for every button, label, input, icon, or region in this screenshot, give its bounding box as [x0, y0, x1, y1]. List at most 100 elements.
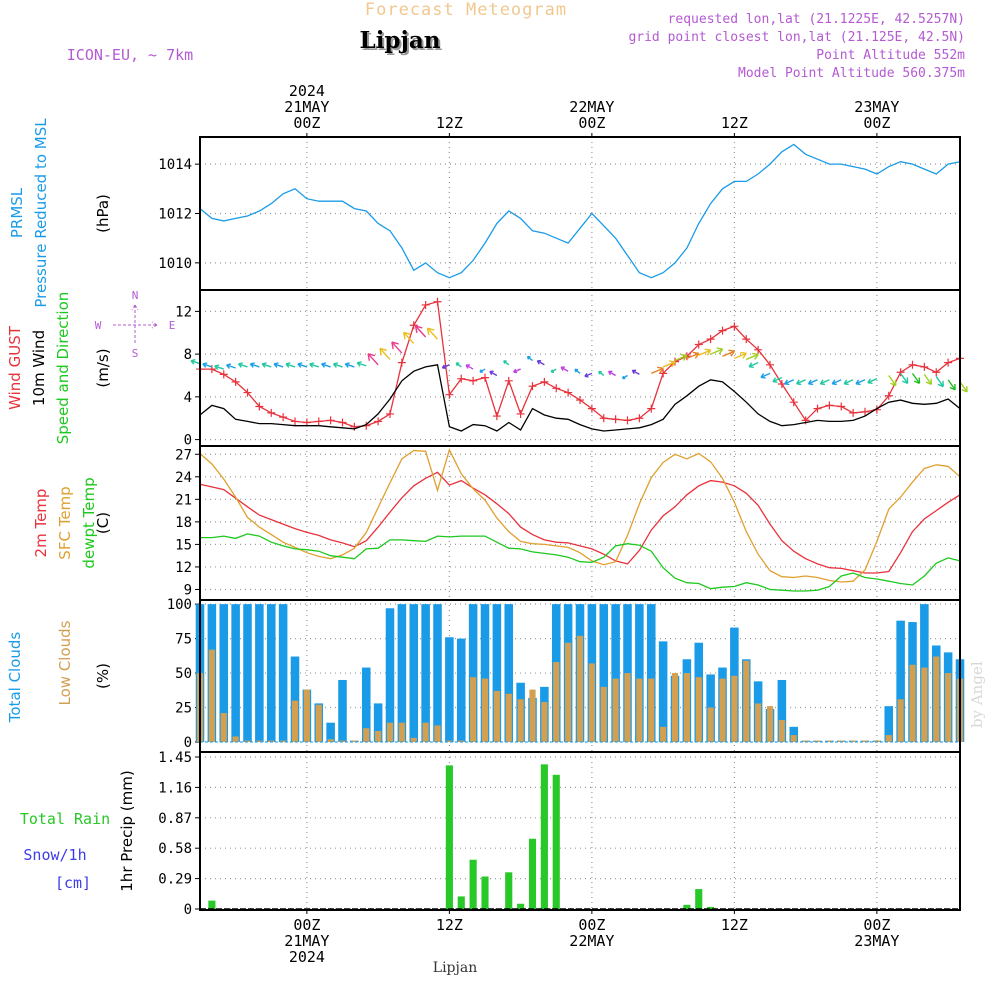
low-cloud-bar	[588, 663, 595, 742]
wind-direction-arrow	[190, 360, 201, 365]
total-cloud-bar	[480, 604, 490, 742]
wind-direction-arrow	[796, 379, 806, 385]
top-axis-label: 00Z	[293, 114, 320, 132]
gust-marker	[766, 360, 774, 369]
wind-direction-arrow	[379, 347, 387, 352]
total-cloud-bar	[646, 604, 656, 742]
low-cloud-bar	[315, 704, 322, 742]
low-cloud-bar	[220, 713, 227, 742]
low-cloud-bar	[553, 662, 560, 742]
gust-marker	[635, 414, 644, 423]
compass-east: E	[169, 319, 176, 332]
gust-marker	[457, 374, 466, 383]
total-cloud-bar	[777, 679, 787, 742]
wind-direction-arrow	[913, 380, 920, 384]
wind-direction-arrow	[261, 363, 266, 368]
compass-south: S	[132, 347, 139, 360]
low-cloud-bar	[719, 678, 726, 742]
low-cloud-bar	[933, 656, 940, 742]
low-cloud-bar	[493, 690, 500, 742]
wind-direction-arrow	[226, 364, 236, 369]
wind-direction-arrow	[262, 363, 272, 368]
wind-direction-arrow	[367, 353, 376, 357]
gust-marker	[944, 358, 953, 367]
y-tick-label: 1.45	[158, 750, 192, 766]
meteogram-title: Forecast Meteogram	[365, 0, 567, 20]
wind-direction-arrow	[710, 348, 723, 355]
wind-direction-arrow	[961, 388, 968, 393]
wind-direction-arrow	[489, 370, 498, 377]
gust-marker	[908, 360, 917, 369]
wind-direction-arrow	[465, 364, 469, 369]
y-tick-label: 21	[175, 492, 192, 508]
y-tick-label: 0	[184, 735, 192, 751]
total-cloud-bar	[445, 637, 454, 742]
gust-marker	[647, 404, 656, 413]
wind-direction-arrow	[560, 366, 564, 371]
top-axis-label: 12Z	[721, 114, 748, 132]
low-cloud-bar	[671, 673, 679, 742]
total-cloud-bar	[611, 604, 620, 742]
low-cloud-bar	[612, 678, 619, 742]
gust-marker	[326, 416, 335, 425]
wind-direction-arrow	[959, 381, 968, 393]
wind-direction-arrow	[749, 365, 754, 369]
wind-direction-arrow	[911, 372, 921, 384]
pressure-label-long: Pressure Reduced to MSL	[32, 118, 50, 308]
units-label: (hPa)	[94, 194, 112, 233]
wind-direction-arrow	[415, 325, 427, 338]
wind-direction-arrow	[748, 362, 759, 368]
gust-marker	[552, 384, 561, 393]
wind-direction-arrow	[900, 372, 909, 384]
wind-direction-arrow	[674, 354, 688, 362]
total-clouds-label: Total Clouds	[6, 632, 24, 724]
total-cloud-bar	[896, 620, 905, 742]
wind-direction-arrow	[345, 363, 355, 368]
wind-direction-arrow	[273, 363, 284, 368]
wind-direction-arrow	[855, 383, 861, 386]
total-cloud-bar	[884, 706, 894, 742]
gust-marker	[374, 417, 383, 426]
low-cloud-bar	[481, 678, 489, 742]
gust-marker	[813, 404, 822, 413]
low-cloud-bar	[434, 725, 441, 742]
gust-marker	[576, 396, 584, 405]
low-cloud-bar	[766, 706, 774, 742]
gust-marker	[397, 358, 406, 367]
rain-bar	[457, 896, 465, 909]
wind-direction-arrow	[760, 372, 771, 378]
total-cloud-bar	[373, 703, 383, 742]
y-tick-label: 12	[175, 560, 192, 576]
wind-direction-arrow	[249, 363, 254, 368]
gust-marker	[481, 373, 489, 382]
watermark: by Angel	[968, 661, 986, 728]
series-dewpt-temp	[200, 533, 961, 592]
y-tick-label: 8	[184, 347, 192, 363]
footer-location: Lipjan	[433, 960, 477, 976]
rain-bar	[552, 774, 560, 909]
gust-marker	[825, 401, 834, 410]
total-cloud-bar	[504, 604, 514, 742]
wind-direction-arrow	[598, 371, 601, 375]
wind-direction-arrow	[403, 331, 415, 344]
low-cloud-bar	[565, 642, 572, 742]
wind-direction-arrow	[820, 379, 830, 385]
wind-direction-arrow	[867, 378, 878, 384]
gust-marker	[338, 418, 347, 427]
wind-direction-arrow	[536, 360, 540, 365]
y-tick-label: 75	[175, 632, 192, 648]
total-cloud-bar	[658, 641, 668, 742]
wind-direction-arrow	[403, 331, 411, 335]
rain-bar	[208, 900, 216, 909]
gust-marker	[932, 368, 941, 377]
wind-direction-arrow	[692, 351, 699, 355]
y-tick-label: 9	[184, 582, 192, 598]
gust-marker	[837, 402, 846, 411]
gust-marker	[409, 321, 418, 330]
wind-direction-arrow	[297, 363, 302, 368]
rain-bar	[505, 872, 513, 909]
low-cloud-bar	[909, 664, 916, 742]
wind-direction-arrow	[843, 379, 854, 385]
requested-coordinates: requested lon,lat (21.1225E, 42.5257N)	[668, 12, 965, 27]
